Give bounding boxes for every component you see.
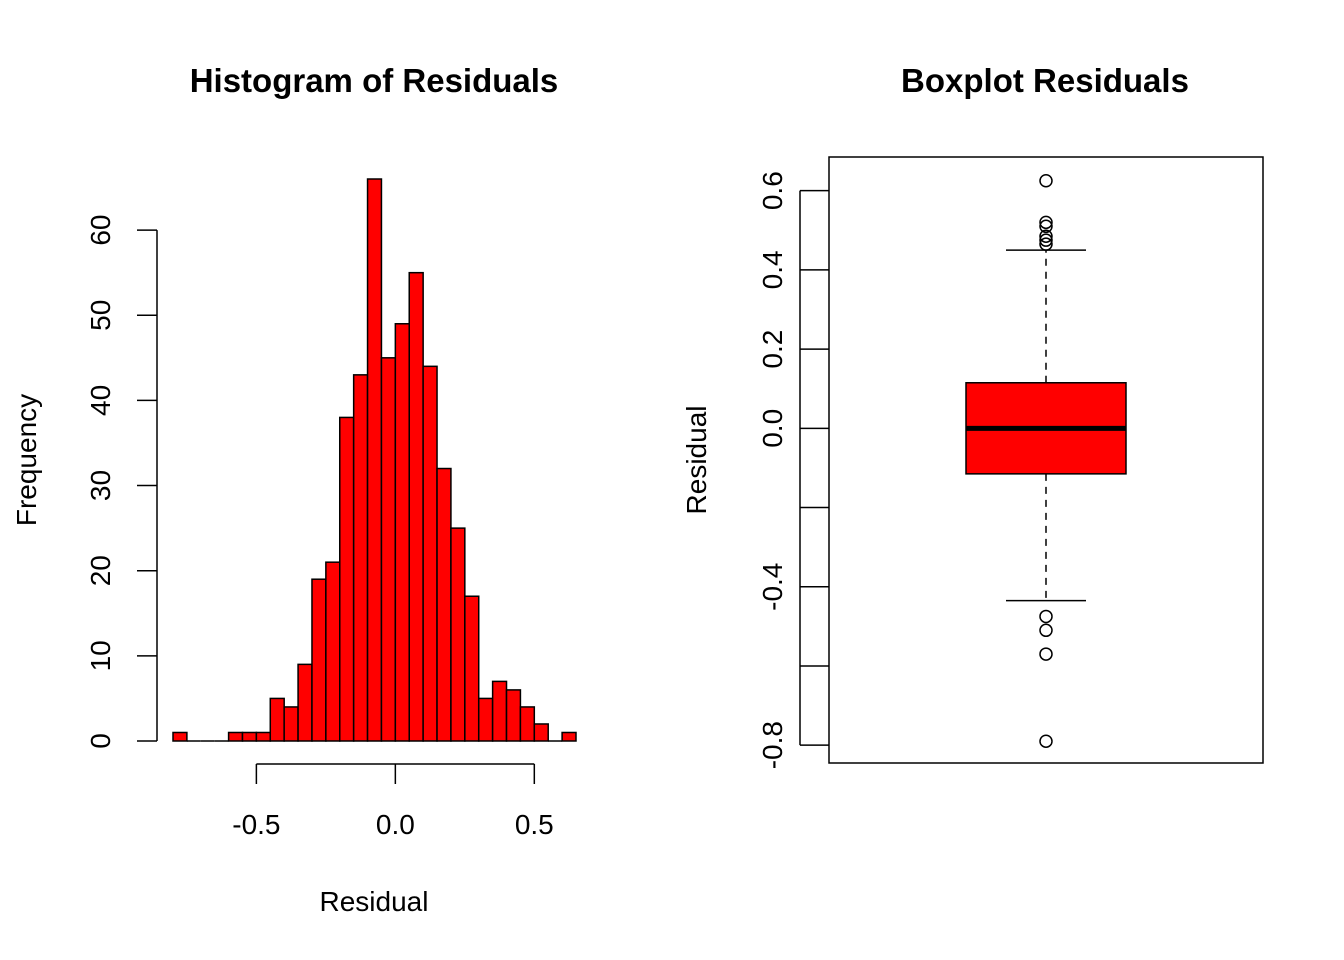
- histogram-y-tick-label: 20: [85, 555, 116, 586]
- histogram-x-tick-label: -0.5: [232, 809, 280, 840]
- histogram-bar: [241, 731, 258, 742]
- boxplot-y-label: Residual: [681, 406, 712, 515]
- boxplot-body: [965, 249, 1127, 602]
- histogram-bar: [283, 706, 299, 742]
- boxplot-outlier-point: [1039, 233, 1053, 247]
- histogram-bar: [408, 271, 424, 742]
- boxplot-y-tick-label: 0.0: [757, 409, 788, 448]
- boxplot-title: Boxplot Residuals: [901, 62, 1189, 99]
- boxplot-frame: [828, 156, 1264, 764]
- boxplot-y-tick-label: 0.2: [757, 330, 788, 369]
- boxplot-y-tick-label: -0.8: [757, 721, 788, 769]
- histogram-bar: [352, 374, 369, 742]
- histogram-x-label: Residual: [320, 886, 429, 917]
- histogram-bar: [491, 680, 508, 742]
- histogram-bar: [505, 689, 522, 742]
- histogram-y-axis: 0 10 20 30 40 50 60: [85, 215, 158, 749]
- histogram-bar: [311, 578, 327, 742]
- histogram-bar: [255, 731, 272, 742]
- histogram-panel: Histogram of Residuals -0.5 0.0 0.5 0 10 20 3…: [11, 62, 577, 917]
- histogram-y-tick-label: 30: [85, 470, 116, 501]
- histogram-bar: [450, 527, 466, 742]
- boxplot-outlier-point: [1039, 215, 1053, 230]
- boxplot-outlier-point: [1039, 229, 1053, 243]
- histogram-bar: [339, 416, 355, 742]
- histogram-bar: [519, 706, 536, 742]
- histogram-bar: [464, 595, 480, 742]
- histogram-bar: [269, 697, 285, 742]
- boxplot-outlier-point: [1039, 219, 1053, 234]
- histogram-y-tick-label: 10: [85, 640, 116, 671]
- histogram-bar: [436, 467, 452, 742]
- histogram-bar: [172, 731, 188, 742]
- boxplot-outlier-point: [1039, 237, 1053, 251]
- histogram-bars: [172, 178, 577, 742]
- boxplot-panel: Boxplot Residuals -0.8 -0.4 0.0 0.2 0.4 0.6 R…: [681, 62, 1264, 769]
- histogram-x-tick-label: 0.0: [376, 809, 415, 840]
- histogram-x-tick-label: 0.5: [515, 809, 554, 840]
- histogram-bar: [227, 731, 244, 742]
- histogram-y-label: Frequency: [11, 394, 42, 526]
- boxplot-y-tick-label: 0.6: [757, 171, 788, 210]
- histogram-bar: [394, 323, 410, 742]
- boxplot-outlier-point: [1039, 623, 1053, 638]
- boxplot-outlier-point: [1039, 734, 1053, 748]
- histogram-y-tick-label: 40: [85, 385, 116, 416]
- histogram-y-tick-label: 50: [85, 300, 116, 331]
- histogram-bar: [325, 561, 341, 742]
- histogram-bar: [561, 731, 577, 742]
- histogram-bar: [533, 723, 549, 742]
- boxplot-y-tick-label: 0.4: [757, 250, 788, 289]
- histogram-x-axis: -0.5 0.0 0.5: [232, 763, 554, 840]
- histogram-bar: [380, 357, 397, 742]
- histogram-bar: [422, 365, 438, 742]
- histogram-y-tick-label: 60: [85, 215, 116, 246]
- histogram-y-tick-label: 0: [85, 733, 116, 749]
- histogram-bar: [477, 697, 494, 742]
- histogram-bar: [297, 663, 313, 742]
- boxplot-y-axis: -0.8 -0.4 0.0 0.2 0.4 0.6: [757, 171, 829, 769]
- boxplot-outlier-point: [1039, 647, 1053, 661]
- boxplot-outlier-point: [1039, 174, 1053, 188]
- boxplot-y-tick-label: -0.4: [757, 563, 788, 611]
- histogram-title: Histogram of Residuals: [190, 62, 559, 99]
- histogram-bar: [366, 178, 383, 742]
- boxplot-outlier-point: [1039, 609, 1053, 624]
- boxplot-outliers: [1039, 174, 1053, 748]
